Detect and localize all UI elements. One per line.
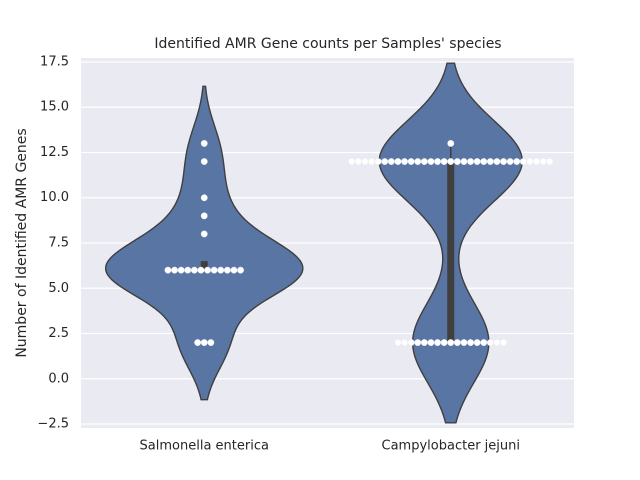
swarm-point: [204, 266, 211, 274]
swarm-point: [394, 339, 402, 346]
y-tick-label: 5.0: [48, 281, 69, 296]
swarm-point: [394, 158, 402, 165]
chart-title: Identified AMR Gene counts per Samples' …: [154, 36, 501, 52]
swarm-point: [480, 158, 488, 165]
swarm-point: [184, 266, 192, 274]
swarm-point: [210, 266, 218, 274]
swarm-point: [440, 158, 448, 165]
swarm-point: [207, 339, 215, 346]
swarm-point: [434, 158, 441, 165]
swarm-point: [387, 158, 395, 165]
swarm-point: [493, 339, 501, 346]
swarm-point: [414, 158, 422, 165]
y-tick-label: 12.5: [40, 145, 69, 160]
swarm-point: [177, 266, 185, 274]
swarm-point: [401, 158, 408, 165]
swarm-point: [546, 158, 554, 165]
swarm-point: [217, 266, 225, 274]
swarm-point: [486, 158, 494, 165]
swarm-point: [500, 339, 507, 346]
swarm-point: [434, 339, 441, 346]
swarm-point: [401, 339, 408, 346]
swarm-point: [200, 140, 208, 147]
swarm-point: [190, 266, 198, 274]
swarm-point: [200, 230, 208, 238]
swarm-point: [200, 212, 208, 220]
swarm-point: [473, 158, 481, 165]
swarm-point: [368, 158, 375, 165]
swarm-point: [460, 158, 468, 165]
swarm-point: [447, 339, 455, 346]
swarm-point: [486, 339, 494, 346]
swarm-point: [354, 158, 362, 165]
swarm-point: [467, 158, 474, 165]
swarm-point: [414, 339, 422, 346]
swarm-point: [374, 158, 382, 165]
swarm-point: [453, 158, 461, 165]
quartile-box: [447, 161, 455, 343]
y-tick-label: 2.5: [48, 326, 69, 341]
swarm-point: [223, 266, 231, 274]
swarm-point: [460, 339, 468, 346]
swarm-point: [200, 194, 208, 202]
swarm-point: [164, 266, 172, 274]
x-tick-label: Campylobacter jejuni: [382, 439, 520, 454]
swarm-point: [171, 266, 178, 274]
swarm-point: [500, 158, 507, 165]
swarm-point: [200, 339, 208, 346]
swarm-point: [200, 158, 208, 165]
swarm-point: [473, 339, 481, 346]
swarm-point: [348, 158, 356, 165]
swarm-point: [427, 158, 435, 165]
y-tick-label: −2.5: [37, 417, 69, 432]
x-tick-label: Salmonella enterica: [140, 439, 269, 454]
y-tick-label: 7.5: [48, 236, 69, 251]
swarm-point: [440, 339, 448, 346]
swarm-point: [513, 158, 521, 165]
swarm-point: [447, 140, 455, 147]
swarm-point: [194, 339, 202, 346]
swarm-point: [533, 158, 540, 165]
swarm-point: [381, 158, 389, 165]
swarm-point: [526, 158, 534, 165]
quartile-box: [200, 261, 208, 271]
y-tick-label: 0.0: [48, 371, 69, 386]
y-tick-label: 17.5: [40, 54, 69, 69]
swarm-point: [361, 158, 369, 165]
swarm-point: [519, 158, 527, 165]
swarm-point: [427, 339, 435, 346]
swarm-point: [467, 339, 474, 346]
violin: [104, 85, 304, 401]
y-axis-label: Number of Identified AMR Genes: [14, 128, 30, 357]
swarm-point: [237, 266, 244, 274]
swarm-point: [453, 339, 461, 346]
swarm-point: [480, 339, 488, 346]
y-tick-label: 15.0: [40, 100, 69, 115]
swarm-point: [506, 158, 514, 165]
swarm-point: [420, 158, 428, 165]
swarm-point: [539, 158, 547, 165]
y-tick-label: 10.0: [40, 190, 69, 205]
swarm-point: [493, 158, 501, 165]
swarm-point: [407, 158, 415, 165]
swarm-point: [197, 266, 205, 274]
swarm-point: [407, 339, 415, 346]
swarm-point: [230, 266, 238, 274]
swarm-point: [420, 339, 428, 346]
swarm-point: [447, 158, 455, 165]
